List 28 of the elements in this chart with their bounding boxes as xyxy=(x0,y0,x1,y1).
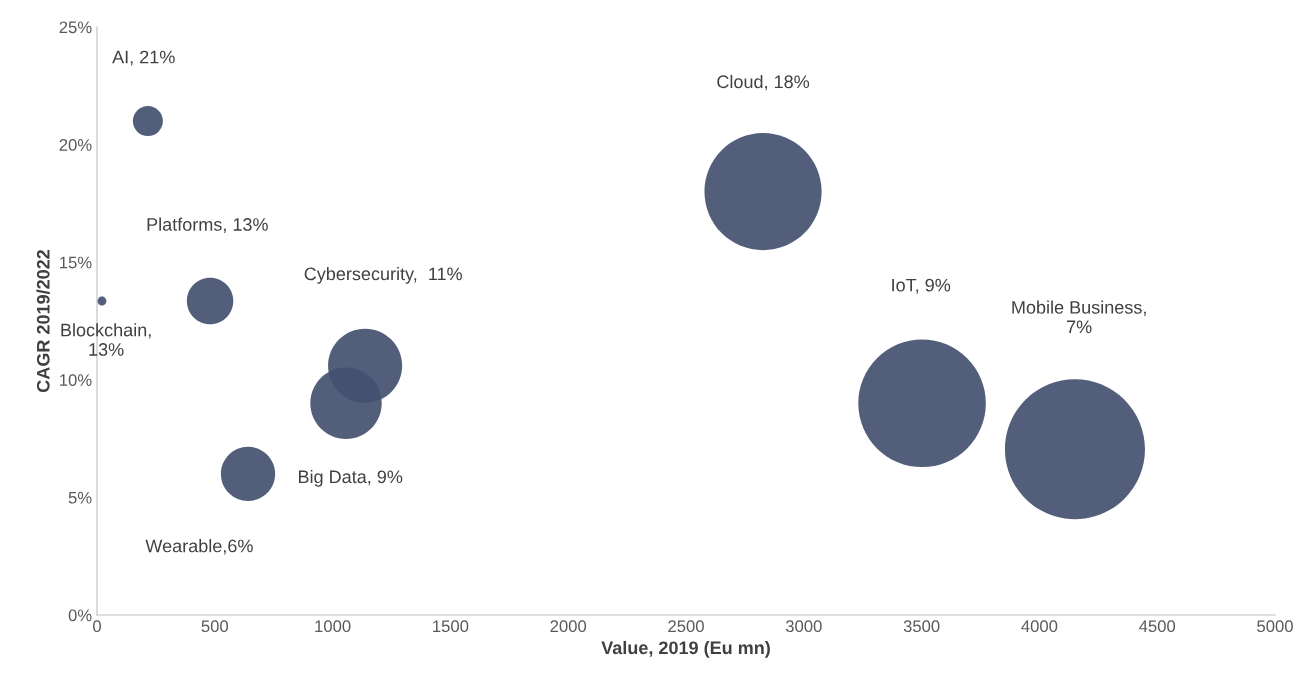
y-tick-label: 15% xyxy=(60,256,92,269)
y-tick-label: 0% xyxy=(68,609,92,622)
x-tick-label: 1500 xyxy=(433,620,469,633)
data-label: Cybersecurity, 11% xyxy=(304,266,462,284)
x-tick-label: 2000 xyxy=(550,620,587,633)
x-tick-label: 2500 xyxy=(668,620,704,633)
data-label: Wearable,6% xyxy=(145,539,253,555)
x-tick-label: 1000 xyxy=(315,620,351,633)
x-tick-label: 4000 xyxy=(1021,620,1058,633)
y-tick-label: 20% xyxy=(59,139,92,151)
y-tick-label: 5% xyxy=(68,491,92,504)
y-tick-label: 10% xyxy=(60,374,92,386)
x-tick-label: 500 xyxy=(201,620,229,633)
x-tick-label: 3000 xyxy=(785,620,822,633)
x-tick-label: 3500 xyxy=(903,620,940,633)
data-label: IoT, 9% xyxy=(892,278,951,294)
data-label: Big Data, 9% xyxy=(298,469,403,487)
data-label: AI, 21% xyxy=(112,50,175,66)
x-tick-label: 0 xyxy=(93,620,101,633)
data-label: Blockchain, 13% xyxy=(61,323,151,356)
data-label: Mobile Business, 7% xyxy=(1012,300,1146,334)
y-tick-label: 25% xyxy=(59,21,92,34)
x-tick-label: 4500 xyxy=(1139,620,1176,633)
data-label: Cloud, 18% xyxy=(717,74,810,91)
data-label: Platforms, 13% xyxy=(147,217,268,233)
x-axis-title: Value, 2019 (Eu mn) xyxy=(601,640,770,658)
y-axis-title: CAGR 2019/2022 xyxy=(36,249,50,393)
x-tick-label: 5000 xyxy=(1257,620,1293,633)
